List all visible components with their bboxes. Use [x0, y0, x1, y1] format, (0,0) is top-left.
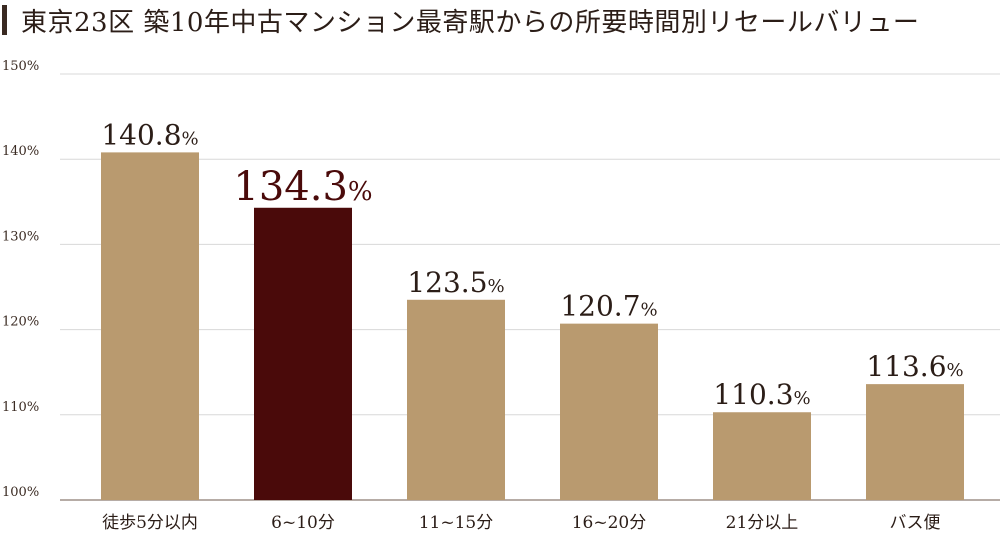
bar-6	[866, 384, 964, 500]
value-suffix: %	[348, 177, 373, 207]
bar-1	[101, 152, 199, 500]
y-axis-ticks: 100% 110% 120% 130% 140% 150%	[2, 59, 39, 500]
x-category-label: 徒歩5分以内	[102, 513, 198, 533]
x-category-label: バス便	[890, 513, 941, 533]
value-number: 110.3	[713, 378, 793, 411]
x-axis-categories: 徒歩5分以内 6~10分 11~15分 16~20分 21分以上 バス便	[102, 513, 940, 533]
bars	[101, 152, 964, 501]
value-label: 120.7%	[560, 290, 657, 323]
value-label: 113.6%	[866, 350, 963, 383]
gridlines	[60, 73, 1000, 501]
value-suffix: %	[794, 388, 811, 409]
y-tick-label: 130%	[2, 229, 39, 244]
value-label: 134.3%	[233, 164, 372, 210]
x-category-label: 16~20分	[572, 513, 647, 533]
y-tick-label: 140%	[2, 144, 39, 159]
value-suffix: %	[488, 276, 505, 297]
x-category-label: 6~10分	[271, 513, 335, 533]
value-label: 123.5%	[407, 266, 504, 299]
bar-3	[407, 299, 505, 500]
value-number: 113.6	[866, 350, 946, 383]
value-suffix: %	[947, 360, 964, 381]
y-tick-label: 100%	[2, 485, 39, 500]
value-number: 123.5	[407, 266, 487, 299]
y-tick-label: 120%	[2, 315, 39, 330]
value-suffix: %	[182, 128, 199, 149]
chart-title-area: 東京23区 築10年中古マンション最寄駅からの所要時間別リセールバリュー	[0, 0, 919, 40]
x-category-label: 11~15分	[419, 513, 494, 533]
x-category-label: 21分以上	[726, 513, 799, 533]
value-label: 110.3%	[713, 378, 810, 411]
value-number: 140.8	[101, 118, 181, 151]
bar-5	[713, 412, 811, 500]
bar-2	[254, 207, 352, 501]
value-label: 140.8%	[101, 118, 198, 151]
y-tick-label: 110%	[2, 400, 39, 415]
value-labels: 140.8%134.3%123.5%120.7%110.3%113.6%	[101, 118, 963, 411]
bar-4	[560, 323, 658, 500]
value-number: 120.7	[560, 290, 640, 323]
value-suffix: %	[641, 300, 658, 321]
value-number: 134.3	[233, 164, 348, 210]
chart-title: 東京23区 築10年中古マンション最寄駅からの所要時間別リセールバリュー	[21, 7, 920, 38]
title-accent-bar	[2, 5, 7, 35]
y-tick-label: 150%	[2, 59, 39, 74]
